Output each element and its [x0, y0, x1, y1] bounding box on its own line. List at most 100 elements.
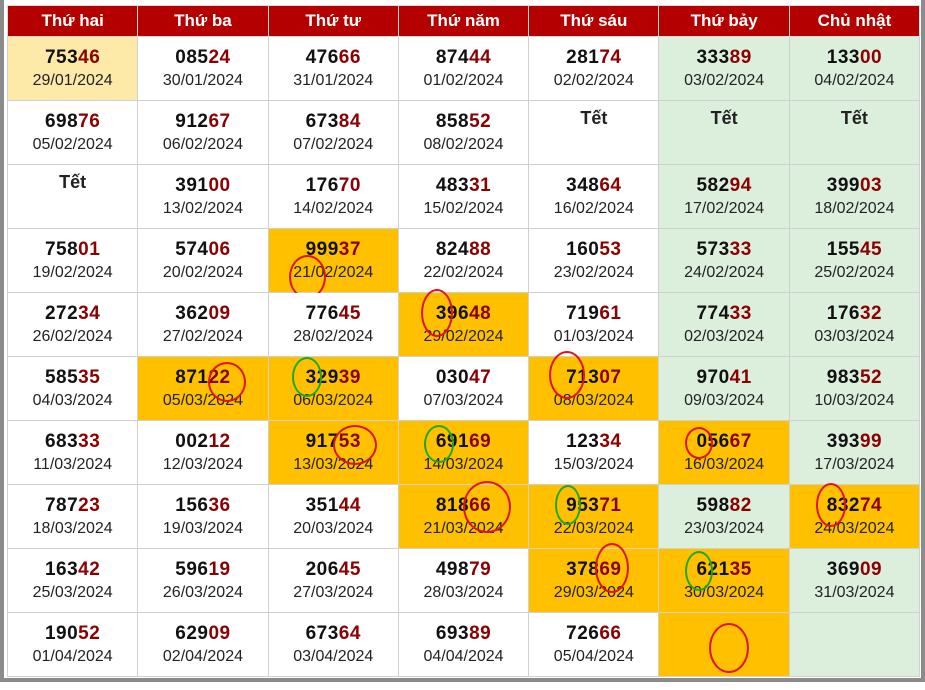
result-number-tail: 00 [208, 175, 231, 196]
result-number-tail: 39 [338, 367, 361, 388]
result-number-tail: 35 [729, 559, 752, 580]
result-number: 57406 [138, 239, 267, 261]
result-date: 18/03/2024 [32, 520, 113, 537]
result-date: 07/02/2024 [293, 136, 374, 153]
day-cell: 62135 30/03/2024 [658, 548, 790, 613]
result-number-tail: 52 [859, 367, 883, 388]
result-number-head: 176 [826, 303, 860, 324]
result-date: 05/02/2024 [32, 136, 113, 153]
result-date: 06/03/2024 [293, 392, 374, 409]
result-number-head: 598 [696, 495, 730, 516]
result-number-tail: 67 [208, 111, 231, 132]
result-number: 81866 [399, 495, 528, 517]
day-cell: 97041 09/03/2024 [658, 356, 790, 421]
result-date: 16/02/2024 [553, 200, 634, 217]
result-date: 30/01/2024 [162, 72, 243, 89]
result-number: 87122 [138, 367, 267, 389]
result-date: 31/03/2024 [814, 584, 895, 601]
result-date: 29/01/2024 [32, 72, 113, 89]
holiday-label: Tết [59, 172, 87, 192]
result-date: 01/02/2024 [423, 72, 504, 89]
result-number: 97041 [659, 367, 788, 389]
result-number: 77433 [659, 303, 788, 325]
day-cell: 58294 17/02/2024 [658, 164, 790, 229]
result-number: 78723 [8, 495, 137, 517]
result-number: 69169 [399, 431, 528, 453]
result-number-head: 393 [826, 431, 860, 452]
result-number-head: 713 [566, 367, 600, 388]
result-number-head: 999 [305, 239, 339, 260]
day-cell: 77645 28/02/2024 [267, 292, 399, 357]
day-cell: 87444 01/02/2024 [397, 36, 530, 101]
header-sunday: Chủ nhật [788, 5, 921, 37]
result-date: 09/03/2024 [684, 392, 765, 409]
result-number-tail: 53 [338, 431, 361, 452]
result-date: 03/04/2024 [293, 648, 374, 665]
day-cell: 72666 05/04/2024 [528, 612, 660, 677]
result-number-tail: 34 [78, 303, 101, 324]
day-cell: 69169 14/03/2024 [397, 420, 530, 485]
result-number: 39100 [138, 175, 267, 197]
result-number: 19052 [8, 623, 137, 645]
day-cell: 57333 24/02/2024 [658, 228, 790, 293]
red-circle-mark [709, 623, 750, 673]
result-date: 13/02/2024 [162, 200, 243, 217]
result-number: 69389 [399, 623, 528, 645]
result-number: 20645 [269, 559, 398, 581]
result-date: 14/02/2024 [293, 200, 374, 217]
result-number-tail: 45 [859, 239, 883, 260]
week-row: 78723 18/03/2024 15636 19/03/2024 35144 20/03… [6, 481, 921, 549]
day-cell: 82488 22/02/2024 [397, 228, 530, 293]
week-row: 69876 05/02/2024 91267 06/02/2024 67384 07/02… [6, 100, 921, 165]
result-number-head: 206 [305, 559, 339, 580]
result-number-tail: 33 [729, 303, 752, 324]
result-number-head: 573 [696, 239, 730, 260]
result-date: 22/02/2024 [423, 264, 504, 281]
week-row: 27234 26/02/2024 36209 27/02/2024 77645 28/02… [6, 289, 921, 357]
result-number-tail: 66 [469, 495, 492, 516]
result-number: 35144 [269, 495, 398, 517]
result-number-head: 030 [435, 367, 470, 388]
result-date: 19/03/2024 [162, 520, 243, 537]
result-date: 28/03/2024 [423, 584, 504, 601]
result-number-tail: 74 [859, 495, 883, 516]
result-number-tail: 41 [729, 367, 752, 388]
result-number-head: 476 [305, 47, 339, 68]
result-number-head: 378 [566, 559, 600, 580]
result-number-head: 369 [826, 559, 860, 580]
result-number: 57333 [659, 239, 788, 261]
week-row: 19052 01/04/2024 62909 02/04/2024 67364 03/04… [6, 612, 921, 677]
result-number-tail: 89 [469, 623, 492, 644]
result-number-head: 673 [305, 111, 339, 132]
day-cell: 75346 29/01/2024 [6, 36, 139, 101]
result-number-tail: 69 [599, 559, 622, 580]
week-row: 75346 29/01/2024 08524 30/01/2024 47666 31/01… [6, 36, 921, 101]
day-cell: 95371 22/03/2024 [528, 484, 660, 549]
result-date: 18/02/2024 [814, 200, 895, 217]
result-number-head: 983 [826, 367, 860, 388]
day-cell: 75801 19/02/2024 [6, 228, 139, 293]
day-cell: 03047 07/03/2024 [397, 356, 530, 421]
result-number-head: 824 [435, 239, 470, 260]
result-number: 15636 [138, 495, 267, 517]
result-number: 27234 [8, 303, 137, 325]
result-number-head: 281 [566, 47, 600, 68]
week-row: 68333 11/03/2024 00212 12/03/2024 91753 13/03… [6, 420, 921, 485]
result-number-head: 272 [44, 303, 79, 324]
result-number-head: 858 [435, 111, 470, 132]
result-number-head: 163 [44, 559, 79, 580]
result-number-head: 776 [305, 303, 339, 324]
day-cell: 85852 08/02/2024 [397, 100, 530, 165]
result-date: 06/02/2024 [162, 136, 243, 153]
result-number-tail: 79 [469, 559, 492, 580]
result-date: 12/03/2024 [162, 456, 243, 473]
result-number-tail: 44 [469, 47, 492, 68]
result-number-tail: 01 [78, 239, 101, 260]
day-cell: 17632 03/03/2024 [788, 292, 921, 357]
day-cell: 16053 23/02/2024 [528, 228, 660, 293]
day-cell: 27234 26/02/2024 [6, 292, 139, 357]
result-date: 04/02/2024 [814, 72, 895, 89]
holiday-label: Tết [710, 108, 738, 128]
result-number: 98352 [790, 367, 919, 389]
day-cell: 81866 21/03/2024 [397, 481, 530, 549]
